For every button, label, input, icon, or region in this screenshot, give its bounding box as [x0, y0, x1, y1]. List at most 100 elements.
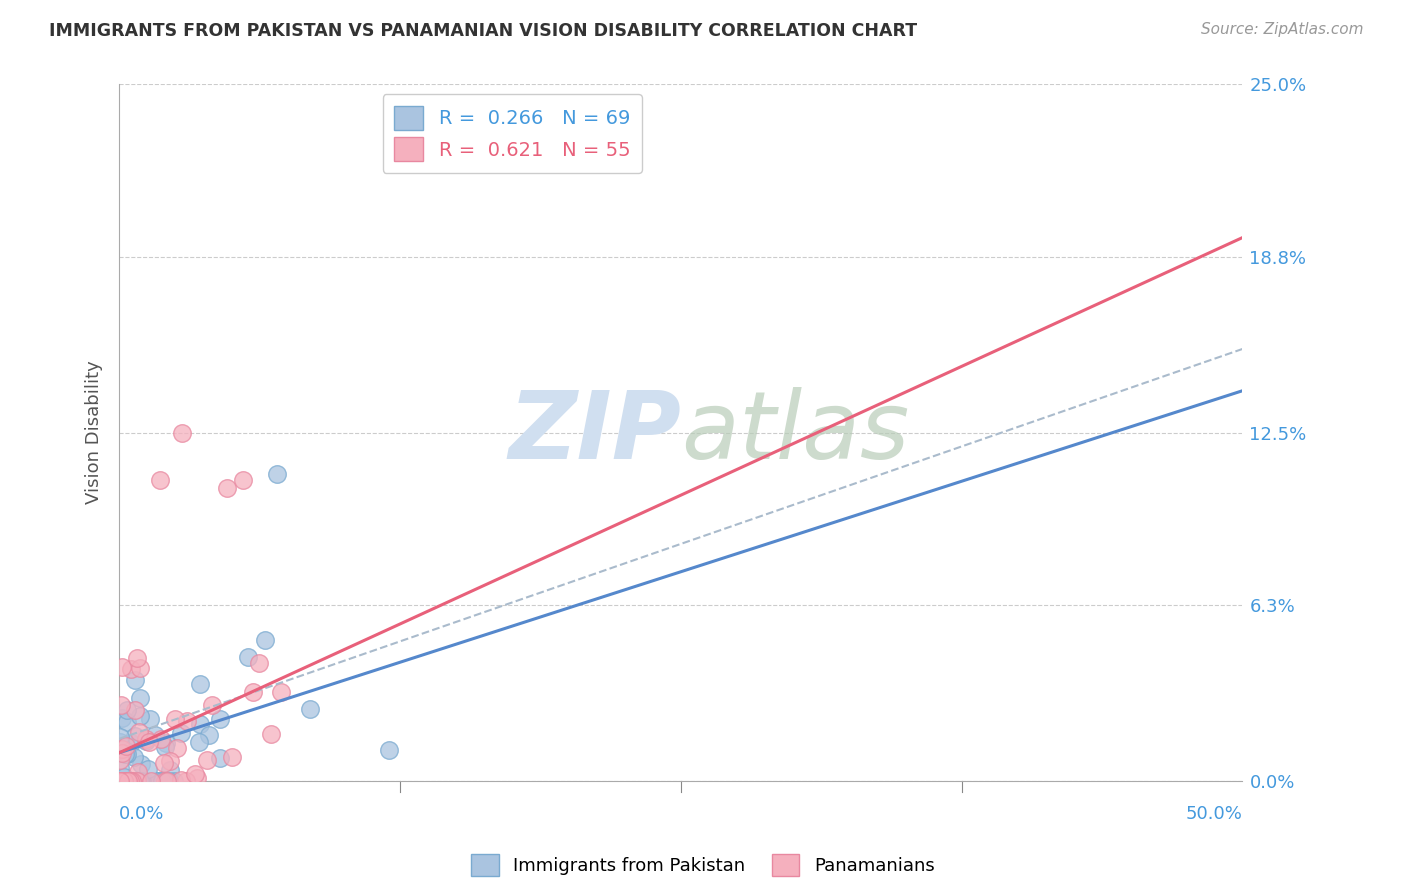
Point — [110, 698, 132, 712]
Point — [188, 735, 211, 749]
Point — [146, 773, 169, 788]
Point — [266, 467, 288, 482]
Point — [254, 632, 277, 647]
Text: 0.0%: 0.0% — [120, 805, 165, 823]
Point — [134, 773, 156, 788]
Point — [112, 773, 135, 788]
Point — [136, 762, 159, 776]
Point — [221, 750, 243, 764]
Text: ZIP: ZIP — [508, 386, 681, 478]
Point — [149, 473, 172, 487]
Point — [232, 473, 254, 487]
Point — [129, 661, 152, 675]
Point — [111, 773, 134, 788]
Point — [122, 750, 145, 764]
Point — [270, 685, 292, 699]
Point — [125, 651, 148, 665]
Point — [163, 773, 186, 788]
Point — [110, 773, 132, 788]
Point — [131, 773, 153, 788]
Point — [111, 773, 134, 788]
Point — [150, 773, 173, 788]
Point — [110, 753, 132, 767]
Point — [131, 773, 153, 788]
Point — [121, 773, 143, 788]
Point — [201, 698, 224, 713]
Point — [155, 773, 177, 788]
Point — [115, 773, 138, 788]
Point — [112, 770, 135, 784]
Point — [141, 773, 163, 788]
Point — [120, 662, 142, 676]
Point — [114, 773, 136, 788]
Point — [129, 773, 152, 788]
Point — [299, 702, 322, 716]
Y-axis label: Vision Disability: Vision Disability — [86, 360, 103, 504]
Point — [117, 773, 139, 788]
Point — [378, 743, 401, 757]
Point — [117, 773, 139, 788]
Point — [153, 740, 176, 755]
Point — [156, 773, 179, 788]
Point — [579, 119, 602, 133]
Point — [118, 773, 141, 788]
Point — [131, 773, 153, 788]
Point — [110, 773, 132, 788]
Point — [150, 731, 173, 746]
Point — [139, 712, 162, 726]
Legend: R =  0.266   N = 69, R =  0.621   N = 55: R = 0.266 N = 69, R = 0.621 N = 55 — [382, 95, 643, 173]
Point — [110, 773, 132, 788]
Point — [170, 772, 193, 787]
Point — [155, 736, 177, 750]
Point — [145, 727, 167, 741]
Point — [121, 773, 143, 788]
Point — [115, 747, 138, 761]
Point — [115, 747, 138, 762]
Point — [188, 676, 211, 690]
Point — [127, 773, 149, 788]
Point — [111, 773, 134, 788]
Point — [166, 740, 188, 755]
Point — [157, 773, 180, 788]
Point — [110, 735, 132, 749]
Point — [183, 767, 205, 781]
Point — [112, 773, 135, 788]
Point — [172, 425, 194, 440]
Point — [138, 734, 160, 748]
Point — [115, 739, 138, 753]
Point — [128, 724, 150, 739]
Point — [121, 773, 143, 788]
Point — [129, 773, 152, 788]
Point — [115, 703, 138, 717]
Point — [152, 773, 174, 788]
Point — [176, 773, 198, 788]
Point — [127, 764, 149, 779]
Text: 50.0%: 50.0% — [1185, 805, 1243, 823]
Point — [242, 685, 264, 699]
Point — [111, 747, 134, 761]
Point — [135, 733, 157, 747]
Point — [110, 773, 132, 788]
Point — [128, 773, 150, 788]
Point — [124, 773, 146, 788]
Point — [125, 773, 148, 788]
Point — [186, 772, 208, 786]
Legend: Immigrants from Pakistan, Panamanians: Immigrants from Pakistan, Panamanians — [464, 847, 942, 883]
Point — [114, 747, 136, 762]
Point — [110, 730, 132, 744]
Point — [128, 690, 150, 705]
Point — [124, 773, 146, 788]
Point — [159, 754, 181, 768]
Point — [110, 760, 132, 774]
Point — [159, 763, 181, 777]
Point — [110, 773, 132, 788]
Point — [134, 773, 156, 788]
Text: atlas: atlas — [681, 387, 910, 478]
Text: Source: ZipAtlas.com: Source: ZipAtlas.com — [1201, 22, 1364, 37]
Point — [209, 712, 232, 726]
Point — [165, 712, 187, 726]
Point — [124, 673, 146, 687]
Point — [169, 726, 191, 740]
Point — [111, 660, 134, 674]
Point — [115, 773, 138, 788]
